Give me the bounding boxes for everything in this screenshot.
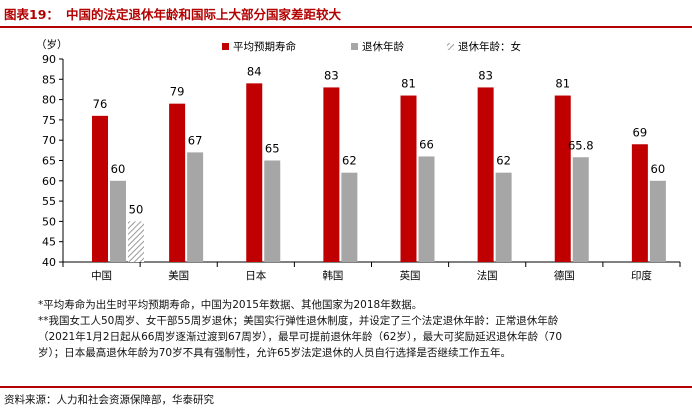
note-line-4: 岁）；日本最高退休年龄为70岁不具有强制性，允许65岁法定退休的人员自行选择是否… xyxy=(38,347,511,359)
value-label: 60 xyxy=(651,162,666,176)
y-tick-label: 80 xyxy=(42,94,56,107)
value-label: 67 xyxy=(188,133,203,147)
y-tick-label: 50 xyxy=(42,215,56,228)
value-label: 69 xyxy=(633,125,648,139)
x-tick-label: 韩国 xyxy=(322,269,343,282)
value-label: 81 xyxy=(401,77,416,91)
bar xyxy=(110,180,126,262)
value-label: 62 xyxy=(496,154,511,168)
value-label: 83 xyxy=(478,68,493,82)
y-tick-label: 70 xyxy=(42,134,56,147)
bar xyxy=(495,172,512,262)
value-label: 60 xyxy=(111,162,126,176)
legend-swatch xyxy=(351,43,358,50)
value-label: 84 xyxy=(247,64,262,78)
chart-legend: 平均预期寿命 退休年龄 退休年龄：女 xyxy=(222,40,521,53)
footer-divider xyxy=(0,386,692,388)
bar xyxy=(572,157,589,262)
bar xyxy=(92,115,108,262)
value-label: 79 xyxy=(170,85,185,99)
bar xyxy=(418,156,435,262)
y-axis: 40 45 50 55 60 65 70 75 80 85 90 xyxy=(42,53,64,269)
value-labels: 76 79 84 83 81 83 81 69 60 67 65 62 66 62 65.8 60 50 xyxy=(93,64,666,216)
bar xyxy=(477,87,494,262)
x-axis: 中国 美国 日本 韩国 英国 法国 德国 印度 xyxy=(62,261,681,282)
value-label: 62 xyxy=(342,154,357,168)
bar xyxy=(246,83,263,262)
figure-header: 图表19： 中国的法定退休年龄和国际上大部分国家差距较大 xyxy=(0,0,692,26)
chart-notes: *平均寿命为出生时平均预期寿命，中国为2015年数据、其他国家为2018年数据。… xyxy=(38,297,686,361)
x-tick-label: 德国 xyxy=(554,269,575,282)
bar xyxy=(128,221,144,262)
bar-series xyxy=(92,83,666,262)
y-tick-label: 85 xyxy=(42,73,56,86)
x-tick-label: 日本 xyxy=(245,269,266,282)
y-tick-label: 40 xyxy=(42,256,56,269)
value-label: 83 xyxy=(324,68,339,82)
y-axis-unit-label: （岁） xyxy=(36,38,68,51)
note-line-2: **我国女工人50周岁、女干部55周岁退休；美国实行弹性退休制度，并设定了三个法… xyxy=(38,315,559,327)
legend-swatch xyxy=(447,43,454,50)
bar xyxy=(400,95,417,262)
source-note: 资料来源：人力和社会资源保障部，华泰研究 xyxy=(4,394,214,406)
y-tick-label: 65 xyxy=(42,155,56,168)
note-line-3: （2021年1月2日起从66周岁逐渐过渡到67周岁），最早可提前退休年龄（62岁… xyxy=(38,331,563,343)
bar xyxy=(187,152,204,262)
value-label: 65 xyxy=(265,142,280,156)
y-tick-label: 60 xyxy=(42,175,56,188)
value-label: 66 xyxy=(419,137,434,151)
x-tick-label: 印度 xyxy=(631,269,652,282)
legend-label: 退休年龄 xyxy=(362,40,404,53)
value-label: 50 xyxy=(129,202,144,216)
bar xyxy=(649,180,666,262)
y-tick-label: 75 xyxy=(42,114,56,127)
bar xyxy=(554,95,571,262)
legend-swatch xyxy=(222,43,229,50)
x-tick-label: 中国 xyxy=(91,269,112,282)
value-label: 76 xyxy=(93,97,108,111)
bar xyxy=(264,160,281,262)
x-tick-label: 法国 xyxy=(477,269,498,282)
legend-label: 退休年龄：女 xyxy=(458,40,521,53)
note-line-1: *平均寿命为出生时平均预期寿命，中国为2015年数据、其他国家为2018年数据。 xyxy=(38,299,423,311)
retirement-age-bar-chart: （岁） 平均预期寿命 退休年龄 退休年龄：女 40 45 50 55 60 65 70 75 80 8… xyxy=(36,38,681,282)
y-tick-label: 90 xyxy=(42,53,56,66)
value-label: 81 xyxy=(555,77,570,91)
bar xyxy=(323,87,340,262)
figure-label: 图表19： xyxy=(4,7,59,22)
bar xyxy=(169,103,186,262)
legend-label: 平均预期寿命 xyxy=(233,40,296,53)
bar xyxy=(631,144,648,262)
y-tick-label: 55 xyxy=(42,195,56,208)
value-label: 65.8 xyxy=(568,138,594,152)
y-tick-label: 45 xyxy=(42,236,56,249)
header-divider xyxy=(0,26,692,28)
x-tick-label: 英国 xyxy=(400,269,421,282)
x-tick-label: 美国 xyxy=(168,269,189,282)
figure-title: 中国的法定退休年龄和国际上大部分国家差距较大 xyxy=(66,7,342,22)
bar xyxy=(341,172,358,262)
